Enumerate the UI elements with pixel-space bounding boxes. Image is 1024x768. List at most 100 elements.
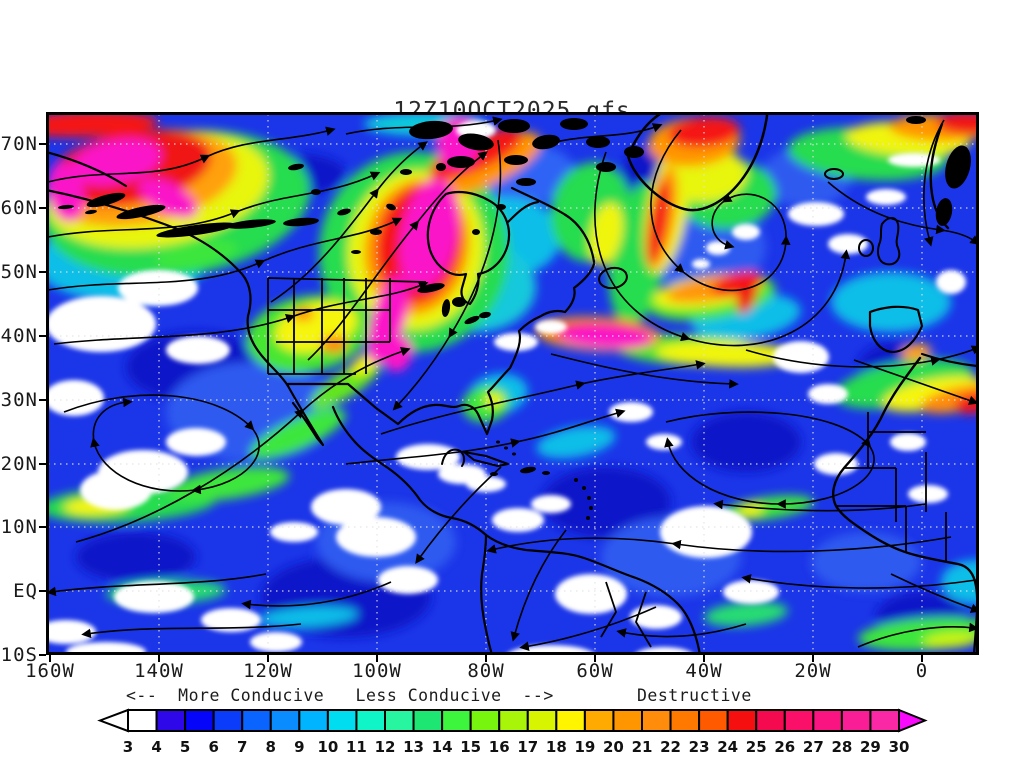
lon-tick-label: 160W <box>25 660 75 682</box>
lat-tick-mark <box>39 335 46 337</box>
lat-tick-mark <box>39 399 46 401</box>
colorbar-segment <box>469 709 501 732</box>
colorbar-segment <box>755 709 786 732</box>
lat-tick-mark <box>39 271 46 273</box>
colorbar-segment <box>326 709 358 732</box>
colorbar-tick-label: 12 <box>375 738 396 756</box>
lon-tick-mark <box>49 655 51 662</box>
colorbar-segment <box>127 709 158 732</box>
colorbar-tick-label: 6 <box>208 738 218 756</box>
colorbar-segment <box>298 709 329 732</box>
colorbar-tick-label: 23 <box>689 738 710 756</box>
lon-tick-mark <box>267 655 269 662</box>
colorbar-segment <box>555 709 586 732</box>
lon-tick-label: 20W <box>794 660 832 682</box>
lon-tick-mark <box>158 655 160 662</box>
colorbar-segment <box>583 709 615 732</box>
lon-tick-mark <box>921 655 923 662</box>
lon-tick-mark <box>812 655 814 662</box>
colorbar-segment <box>384 709 415 732</box>
lat-tick-mark <box>39 526 46 528</box>
lat-tick-mark <box>39 463 46 465</box>
colorbar-tick-label: 27 <box>803 738 824 756</box>
colorbar-tick-label: 26 <box>774 738 795 756</box>
colorbar-tick-label: 15 <box>460 738 481 756</box>
colorbar: 3 4 5 6 7 8 9 10 11 12 13 14 15 16 17 18 19 20 21 22 23 24 25 2… <box>97 708 928 756</box>
lon-tick-label: 0 <box>915 660 929 682</box>
colorbar-tick-label: 29 <box>860 738 881 756</box>
lon-tick-label: 120W <box>243 660 293 682</box>
colorbar-segment <box>241 709 272 732</box>
lat-tick-label: 20N <box>0 453 38 475</box>
lat-tick-label: 10S <box>0 644 38 666</box>
colorbar-tick-label: 7 <box>237 738 247 756</box>
colorbar-tick-label: 10 <box>317 738 338 756</box>
colorbar-segment <box>441 709 472 732</box>
lat-tick-mark <box>39 654 46 656</box>
colorbar-tick-label: 24 <box>717 738 738 756</box>
colorbar-tick-label: 13 <box>403 738 424 756</box>
colorbar-tick-label: 9 <box>294 738 304 756</box>
colorbar-segment <box>812 709 843 732</box>
map-frame <box>46 112 979 655</box>
colorbar-tick-label: 20 <box>603 738 624 756</box>
lon-tick-mark <box>485 655 487 662</box>
colorbar-tick-label: 22 <box>660 738 681 756</box>
lat-tick-label: 40N <box>0 325 38 347</box>
colorbar-annotation-conducive: <-- More Conducive Less Conducive --> <box>126 686 554 705</box>
colorbar-segment <box>269 709 301 732</box>
colorbar-tick-label: 17 <box>517 738 538 756</box>
colorbar-segment <box>869 709 901 732</box>
colorbar-segment <box>155 709 187 732</box>
colorbar-tick-label: 16 <box>489 738 510 756</box>
colorbar-tick-label: 19 <box>574 738 595 756</box>
map-plot-area <box>46 112 979 655</box>
lon-tick-label: 140W <box>134 660 184 682</box>
colorbar-segment <box>498 709 529 732</box>
colorbar-tick-label: 28 <box>831 738 852 756</box>
colorbar-segment <box>526 709 558 732</box>
colorbar-tick-label: 18 <box>546 738 567 756</box>
lon-tick-label: 80W <box>467 660 505 682</box>
map-plot <box>46 112 979 655</box>
lon-tick-label: 60W <box>576 660 614 682</box>
colorbar-tick-label: 8 <box>266 738 276 756</box>
lon-tick-label: 40W <box>685 660 723 682</box>
colorbar-segment <box>641 709 672 732</box>
colorbar-segment <box>783 709 815 732</box>
lat-tick-mark <box>39 143 46 145</box>
colorbar-tick-label: 11 <box>346 738 367 756</box>
colorbar-segment <box>212 709 244 732</box>
colorbar-segment <box>184 709 215 732</box>
lon-tick-mark <box>594 655 596 662</box>
colorbar-segment <box>612 709 644 732</box>
colorbar-tick-label: 30 <box>889 738 910 756</box>
lat-tick-mark <box>39 207 46 209</box>
lat-tick-label: EQ <box>13 580 38 602</box>
colorbar-segment <box>355 709 387 732</box>
lon-tick-mark <box>376 655 378 662</box>
colorbar-segment <box>726 709 758 732</box>
lon-tick-mark <box>703 655 705 662</box>
colorbar-right-arrow <box>898 708 928 733</box>
colorbar-segment <box>840 709 872 732</box>
colorbar-left-arrow <box>97 708 129 733</box>
colorbar-segment <box>412 709 444 732</box>
colorbar-annotation-destructive: Destructive <box>637 686 752 705</box>
colorbar-tick-label: 25 <box>746 738 767 756</box>
streamlines <box>46 116 979 651</box>
colorbar-segment <box>698 709 729 732</box>
colorbar-segment <box>669 709 701 732</box>
colorbar-tick-label: 4 <box>151 738 161 756</box>
lon-tick-label: 100W <box>352 660 402 682</box>
lat-tick-label: 70N <box>0 133 38 155</box>
lat-tick-label: 30N <box>0 389 38 411</box>
lat-tick-label: 10N <box>0 516 38 538</box>
colorbar-tick-label: 5 <box>180 738 190 756</box>
coastlines <box>46 112 979 655</box>
lat-tick-mark <box>39 590 46 592</box>
colorbar-tick-label: 3 <box>123 738 133 756</box>
lat-tick-label: 60N <box>0 197 38 219</box>
colorbar-tick-label: 14 <box>432 738 453 756</box>
